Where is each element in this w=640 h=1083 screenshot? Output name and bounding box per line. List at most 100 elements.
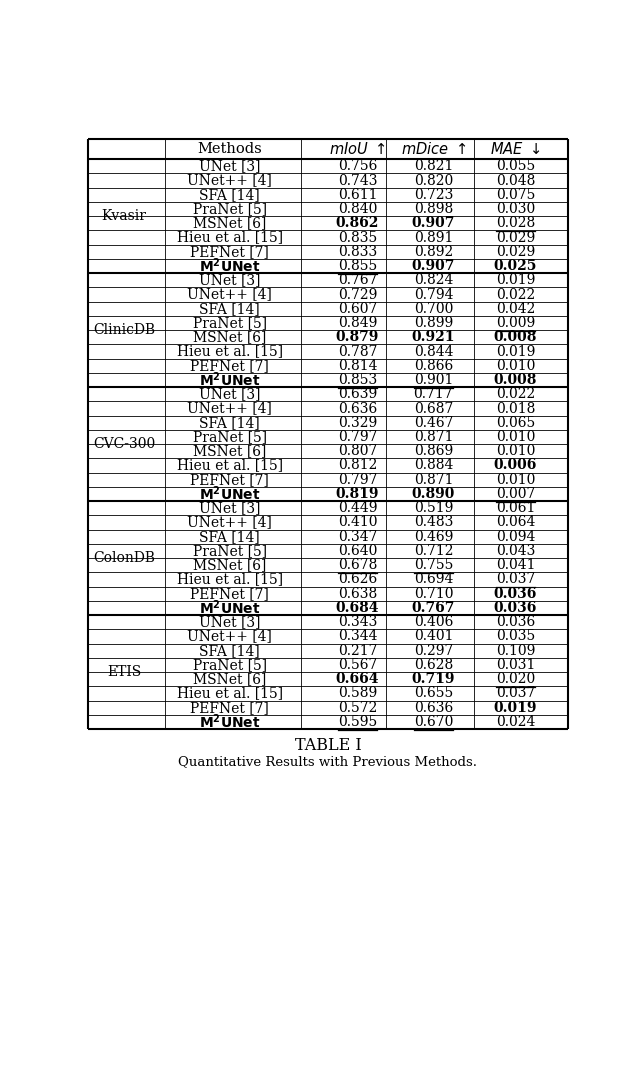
Text: 0.483: 0.483: [413, 516, 453, 530]
Text: 0.866: 0.866: [414, 358, 453, 373]
Text: 0.010: 0.010: [496, 473, 535, 486]
Text: 0.794: 0.794: [413, 288, 453, 301]
Text: $mIoU$ $\uparrow$: $mIoU$ $\uparrow$: [329, 141, 386, 157]
Text: 0.075: 0.075: [496, 187, 535, 201]
Text: 0.899: 0.899: [414, 316, 453, 330]
Text: 0.890: 0.890: [412, 487, 455, 501]
Text: 0.010: 0.010: [496, 444, 535, 458]
Text: 0.820: 0.820: [414, 173, 453, 187]
Text: 0.638: 0.638: [338, 587, 377, 601]
Text: 0.065: 0.065: [496, 416, 535, 430]
Text: 0.723: 0.723: [413, 187, 453, 201]
Text: 0.835: 0.835: [338, 231, 377, 245]
Text: 0.024: 0.024: [496, 715, 535, 729]
Text: 0.217: 0.217: [338, 643, 377, 657]
Text: $\mathbf{M^2UNet}$: $\mathbf{M^2UNet}$: [199, 370, 260, 389]
Text: Hieu et al. [15]: Hieu et al. [15]: [177, 344, 283, 358]
Text: 0.812: 0.812: [338, 458, 377, 472]
Text: PraNet [5]: PraNet [5]: [193, 203, 267, 217]
Text: 0.871: 0.871: [413, 473, 453, 486]
Text: 0.879: 0.879: [336, 330, 379, 344]
Text: 0.833: 0.833: [338, 245, 377, 259]
Text: 0.717: 0.717: [413, 388, 453, 402]
Text: 0.797: 0.797: [338, 430, 377, 444]
Text: 0.639: 0.639: [338, 388, 377, 402]
Text: 0.871: 0.871: [413, 430, 453, 444]
Text: 0.025: 0.025: [494, 259, 537, 273]
Text: 0.767: 0.767: [412, 601, 455, 615]
Text: PraNet [5]: PraNet [5]: [193, 430, 267, 444]
Text: $\mathbf{M^2UNet}$: $\mathbf{M^2UNet}$: [199, 257, 260, 275]
Text: 0.694: 0.694: [413, 573, 453, 587]
Text: 0.611: 0.611: [338, 187, 377, 201]
Text: 0.406: 0.406: [413, 615, 453, 629]
Text: $MAE$ $\downarrow$: $MAE$ $\downarrow$: [490, 141, 541, 157]
Text: 0.036: 0.036: [494, 601, 537, 615]
Text: 0.007: 0.007: [496, 487, 535, 501]
Text: 0.036: 0.036: [494, 587, 537, 601]
Text: MSNet [6]: MSNet [6]: [193, 673, 266, 687]
Text: 0.018: 0.018: [496, 402, 535, 416]
Text: 0.891: 0.891: [413, 231, 453, 245]
Text: 0.640: 0.640: [338, 544, 377, 558]
Text: 0.567: 0.567: [338, 657, 377, 671]
Text: 0.029: 0.029: [496, 245, 535, 259]
Text: 0.019: 0.019: [496, 344, 535, 358]
Text: 0.628: 0.628: [414, 657, 453, 671]
Text: 0.043: 0.043: [496, 544, 535, 558]
Text: 0.687: 0.687: [413, 402, 453, 416]
Text: 0.892: 0.892: [414, 245, 453, 259]
Text: 0.022: 0.022: [496, 388, 535, 402]
Text: 0.410: 0.410: [338, 516, 377, 530]
Text: Quantitative Results with Previous Methods.: Quantitative Results with Previous Metho…: [179, 755, 477, 768]
Text: MSNet [6]: MSNet [6]: [193, 330, 266, 344]
Text: 0.055: 0.055: [496, 159, 535, 173]
Text: SFA [14]: SFA [14]: [199, 416, 260, 430]
Text: 0.469: 0.469: [413, 530, 453, 544]
Text: 0.329: 0.329: [338, 416, 377, 430]
Text: 0.869: 0.869: [414, 444, 453, 458]
Text: 0.041: 0.041: [496, 558, 535, 572]
Text: 0.710: 0.710: [413, 587, 453, 601]
Text: 0.022: 0.022: [496, 288, 535, 301]
Text: Hieu et al. [15]: Hieu et al. [15]: [177, 573, 283, 587]
Text: 0.678: 0.678: [338, 558, 377, 572]
Text: 0.655: 0.655: [414, 687, 453, 701]
Text: 0.042: 0.042: [496, 302, 535, 316]
Text: SFA [14]: SFA [14]: [199, 643, 260, 657]
Text: 0.636: 0.636: [338, 402, 377, 416]
Text: 0.519: 0.519: [413, 501, 453, 516]
Text: 0.401: 0.401: [413, 629, 453, 643]
Text: 0.006: 0.006: [494, 458, 537, 472]
Text: 0.670: 0.670: [413, 715, 453, 729]
Text: MSNet [6]: MSNet [6]: [193, 444, 266, 458]
Text: UNet++ [4]: UNet++ [4]: [187, 402, 272, 416]
Text: Methods: Methods: [197, 142, 262, 156]
Text: 0.344: 0.344: [338, 629, 377, 643]
Text: 0.020: 0.020: [496, 673, 535, 687]
Text: 0.019: 0.019: [496, 273, 535, 287]
Text: PraNet [5]: PraNet [5]: [193, 544, 267, 558]
Text: 0.030: 0.030: [496, 203, 535, 217]
Text: UNet [3]: UNet [3]: [199, 273, 260, 287]
Text: 0.712: 0.712: [413, 544, 453, 558]
Text: 0.884: 0.884: [413, 458, 453, 472]
Text: 0.343: 0.343: [338, 615, 377, 629]
Text: 0.719: 0.719: [412, 673, 455, 687]
Text: 0.807: 0.807: [338, 444, 377, 458]
Text: 0.297: 0.297: [413, 643, 453, 657]
Text: Hieu et al. [15]: Hieu et al. [15]: [177, 231, 283, 245]
Text: 0.797: 0.797: [338, 473, 377, 486]
Text: 0.729: 0.729: [338, 288, 377, 301]
Text: 0.064: 0.064: [496, 516, 535, 530]
Text: 0.755: 0.755: [413, 558, 453, 572]
Text: 0.029: 0.029: [496, 231, 535, 245]
Text: Hieu et al. [15]: Hieu et al. [15]: [177, 687, 283, 701]
Text: UNet [3]: UNet [3]: [199, 615, 260, 629]
Text: SFA [14]: SFA [14]: [199, 187, 260, 201]
Text: 0.901: 0.901: [413, 373, 453, 387]
Text: 0.921: 0.921: [412, 330, 455, 344]
Text: 0.756: 0.756: [338, 159, 377, 173]
Text: 0.008: 0.008: [494, 330, 537, 344]
Text: UNet++ [4]: UNet++ [4]: [187, 288, 272, 301]
